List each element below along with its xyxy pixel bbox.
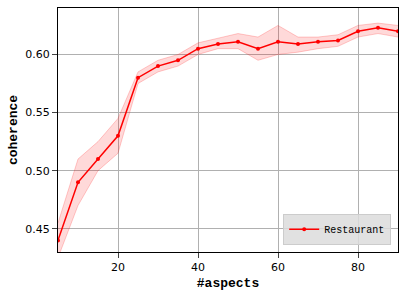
- svg-text:0.45: 0.45: [25, 223, 50, 236]
- svg-text:40: 40: [191, 261, 205, 274]
- svg-text:20: 20: [111, 261, 125, 274]
- svg-text:0.60: 0.60: [25, 48, 50, 61]
- svg-text:0.55: 0.55: [25, 106, 50, 119]
- svg-text:#aspects: #aspects: [197, 276, 260, 291]
- svg-text:60: 60: [271, 261, 285, 274]
- svg-text:0.50: 0.50: [25, 165, 50, 178]
- svg-text:coherence: coherence: [6, 95, 21, 165]
- svg-text:Restaurant: Restaurant: [324, 225, 384, 236]
- svg-text:80: 80: [351, 261, 365, 274]
